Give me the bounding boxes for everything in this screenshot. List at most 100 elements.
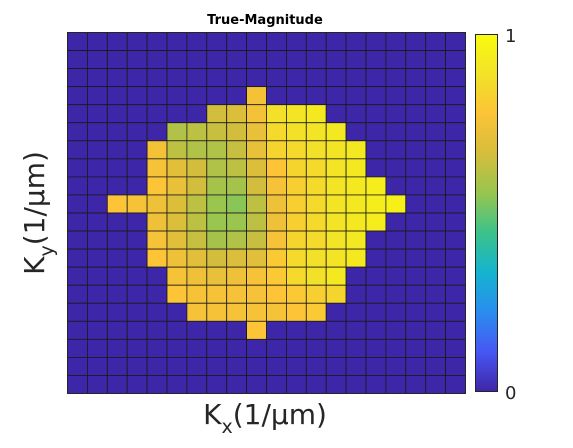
heatmap-cell	[325, 68, 347, 88]
heatmap-cell	[186, 338, 208, 358]
heatmap-cell	[385, 104, 407, 124]
heatmap-cell	[266, 212, 287, 232]
heatmap-cell	[226, 338, 247, 358]
heatmap-cell	[365, 356, 387, 376]
heatmap-cell	[166, 140, 188, 160]
heatmap-cell	[425, 176, 447, 196]
heatmap-cell	[106, 104, 128, 124]
heatmap-cell	[425, 194, 447, 214]
heatmap-cell	[246, 158, 267, 178]
heatmap-cell	[305, 356, 327, 376]
heatmap-cell	[385, 212, 407, 232]
colorbar	[475, 34, 498, 392]
heatmap-cell	[305, 140, 327, 160]
heatmap-cell	[405, 140, 427, 160]
heatmap-cell	[226, 284, 247, 304]
heatmap-cell	[186, 68, 208, 88]
heatmap-cell	[206, 104, 228, 124]
heatmap-cell	[285, 176, 307, 196]
heatmap-cell	[385, 176, 407, 196]
heatmap-cell	[405, 302, 427, 322]
heatmap-cell	[285, 266, 307, 286]
heatmap-cell	[345, 338, 367, 358]
heatmap-cell	[385, 194, 407, 214]
heatmap-cell	[345, 356, 367, 376]
heatmap-cell	[206, 32, 228, 51]
heatmap-cell	[186, 122, 208, 142]
heatmap-cell	[67, 122, 88, 142]
heatmap-cell	[246, 212, 267, 232]
heatmap-cell	[445, 32, 466, 51]
heatmap-cell	[166, 104, 188, 124]
heatmap-cell	[405, 122, 427, 142]
heatmap-cell	[166, 50, 188, 69]
heatmap-cell	[146, 158, 168, 178]
heatmap-cell	[445, 338, 466, 358]
heatmap-cell	[226, 212, 247, 232]
heatmap-cell	[206, 248, 228, 268]
heatmap-cell	[345, 194, 367, 214]
heatmap-cell	[285, 375, 307, 394]
heatmap-cell	[325, 140, 347, 160]
heatmap-cell	[385, 140, 407, 160]
chart-title: True-Magnitude	[207, 13, 323, 28]
heatmap-cell	[106, 194, 128, 214]
heatmap-cell	[146, 248, 168, 268]
heatmap-cell	[67, 86, 88, 106]
heatmap-cell	[106, 158, 128, 178]
heatmap-cell	[226, 158, 247, 178]
heatmap-cell	[285, 86, 307, 106]
heatmap-cell	[106, 302, 128, 322]
heatmap-cell	[285, 140, 307, 160]
heatmap-cell	[365, 375, 387, 394]
heatmap-cell	[305, 320, 327, 340]
heatmap-cell	[425, 230, 447, 250]
heatmap-cell	[325, 158, 347, 178]
heatmap-cell	[67, 375, 88, 394]
heatmap-cell	[345, 176, 367, 196]
heatmap-cell	[266, 302, 287, 322]
heatmap-cell	[445, 375, 466, 394]
heatmap-cell	[405, 266, 427, 286]
heatmap-cell	[87, 230, 108, 250]
heatmap-cell	[166, 32, 188, 51]
heatmap-cell	[305, 50, 327, 69]
heatmap-cell	[385, 32, 407, 51]
heatmap-cell	[166, 375, 188, 394]
heatmap-cell	[87, 158, 108, 178]
heatmap-cell	[405, 284, 427, 304]
heatmap-cell	[106, 230, 128, 250]
heatmap-cell	[405, 194, 427, 214]
heatmap-cell	[345, 375, 367, 394]
heatmap-cell	[365, 50, 387, 69]
heatmap-cell	[226, 176, 247, 196]
heatmap-cell	[285, 104, 307, 124]
heatmap-cell	[405, 230, 427, 250]
heatmap-cell	[305, 302, 327, 322]
heatmap-cell	[67, 194, 88, 214]
heatmap-cell	[186, 356, 208, 376]
heatmap-cell	[425, 248, 447, 268]
heatmap-cell	[405, 104, 427, 124]
heatmap-cell	[87, 284, 108, 304]
heatmap-cell	[206, 230, 228, 250]
heatmap-cell	[266, 248, 287, 268]
heatmap-cell	[106, 68, 128, 88]
heatmap-cell	[285, 194, 307, 214]
heatmap-cell	[146, 86, 168, 106]
heatmap-cell	[87, 86, 108, 106]
heatmap-cell	[87, 50, 108, 69]
colorbar-max-label: 1	[505, 26, 516, 47]
heatmap-cell	[385, 248, 407, 268]
heatmap-cell	[425, 356, 447, 376]
heatmap-cell	[345, 284, 367, 304]
heatmap-cell	[365, 122, 387, 142]
heatmap-cell	[166, 302, 188, 322]
heatmap-cell	[206, 194, 228, 214]
heatmap-cell	[206, 122, 228, 142]
heatmap-cell	[385, 320, 407, 340]
heatmap-cell	[385, 68, 407, 88]
heatmap-cell	[285, 212, 307, 232]
heatmap-cell	[445, 140, 466, 160]
heatmap-cell	[206, 302, 228, 322]
